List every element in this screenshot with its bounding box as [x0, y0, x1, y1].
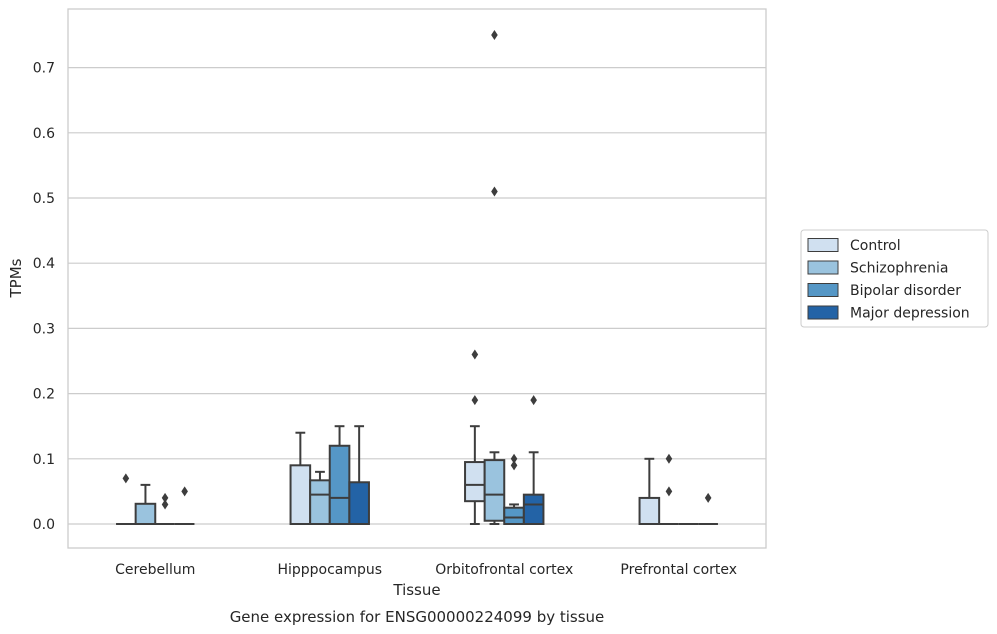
- y-tick-label: 0.2: [33, 387, 55, 403]
- y-tick-label: 0.0: [33, 517, 55, 533]
- box: [309, 479, 331, 526]
- outlier-point: [510, 460, 518, 471]
- box: [503, 506, 525, 526]
- box-major-depression: [174, 486, 195, 525]
- outlier-point: [665, 486, 673, 497]
- legend-label: Bipolar disorder: [850, 283, 961, 299]
- y-tick-label: 0.4: [33, 256, 55, 272]
- y-axis-label: TPMs: [7, 258, 25, 298]
- legend-label: Control: [850, 238, 901, 254]
- box: [638, 496, 661, 526]
- box: [464, 461, 486, 503]
- x-tick-labels: Cerebellum Hipppocampus Orbitofrontal cort…: [115, 562, 737, 578]
- box-schizophrenia: [134, 483, 157, 525]
- box-schizophrenia: [483, 30, 506, 525]
- box-major-depression: [698, 492, 718, 525]
- chart-caption: Gene expression for ENSG00000224099 by t…: [230, 608, 605, 626]
- legend-swatch: [807, 260, 839, 275]
- legend-label: Schizophrenia: [850, 261, 948, 277]
- plot-frame: [67, 8, 767, 549]
- outlier-point: [530, 395, 537, 406]
- outlier-point: [491, 186, 498, 197]
- outlier-point: [471, 395, 479, 406]
- box-bipolar-disorder: [155, 492, 175, 525]
- box-bipolar-disorder: [328, 425, 351, 526]
- box: [328, 444, 351, 526]
- y-tick-label: 0.1: [33, 452, 55, 468]
- box: [483, 459, 506, 522]
- outlier-point: [665, 453, 673, 464]
- outlier-point: [161, 499, 169, 510]
- y-tick-label: 0.5: [33, 191, 55, 207]
- box-major-depression: [522, 395, 545, 526]
- outlier-point: [491, 30, 498, 40]
- plot-background: [68, 9, 766, 548]
- legend-label: Major depression: [850, 306, 970, 322]
- gridlines: [68, 66, 766, 525]
- box-major-depression: [348, 425, 370, 526]
- y-tick-label: 0.3: [33, 321, 55, 337]
- y-tick-label: 0.6: [33, 126, 55, 142]
- box-plots: [116, 30, 718, 526]
- box-control: [638, 457, 661, 526]
- x-axis-label: Tissue: [392, 581, 440, 599]
- y-tick-labels: 0.0 0.1 0.2 0.3 0.4 0.5 0.6 0.7: [33, 61, 55, 533]
- box: [348, 481, 370, 526]
- legend-frame: [800, 229, 989, 328]
- x-tick-label: Hipppocampus: [277, 562, 382, 578]
- legend-swatch: [807, 305, 839, 320]
- x-tick-label: Cerebellum: [115, 562, 195, 578]
- y-tick-label: 0.7: [33, 61, 55, 77]
- box: [289, 464, 312, 526]
- box-bipolar-disorder: [503, 453, 525, 526]
- legend-swatch: [807, 283, 839, 297]
- outlier-point: [122, 473, 130, 484]
- x-tick-label: Orbitofrontal cortex: [435, 562, 573, 578]
- box-schizophrenia: [309, 470, 331, 526]
- outlier-point: [510, 453, 518, 464]
- box: [522, 493, 545, 526]
- outlier-point: [161, 492, 169, 503]
- box-control: [116, 473, 136, 525]
- outlier-point: [181, 486, 188, 497]
- outlier-point: [471, 349, 479, 360]
- legend-swatch: [807, 238, 839, 252]
- legend: Control Schizophrenia Bipolar disorder Majo…: [800, 229, 989, 328]
- box-schizophrenia: [659, 453, 679, 525]
- x-tick-label: Prefrontal cortex: [620, 562, 737, 578]
- box: [134, 502, 157, 525]
- outlier-point: [704, 492, 712, 503]
